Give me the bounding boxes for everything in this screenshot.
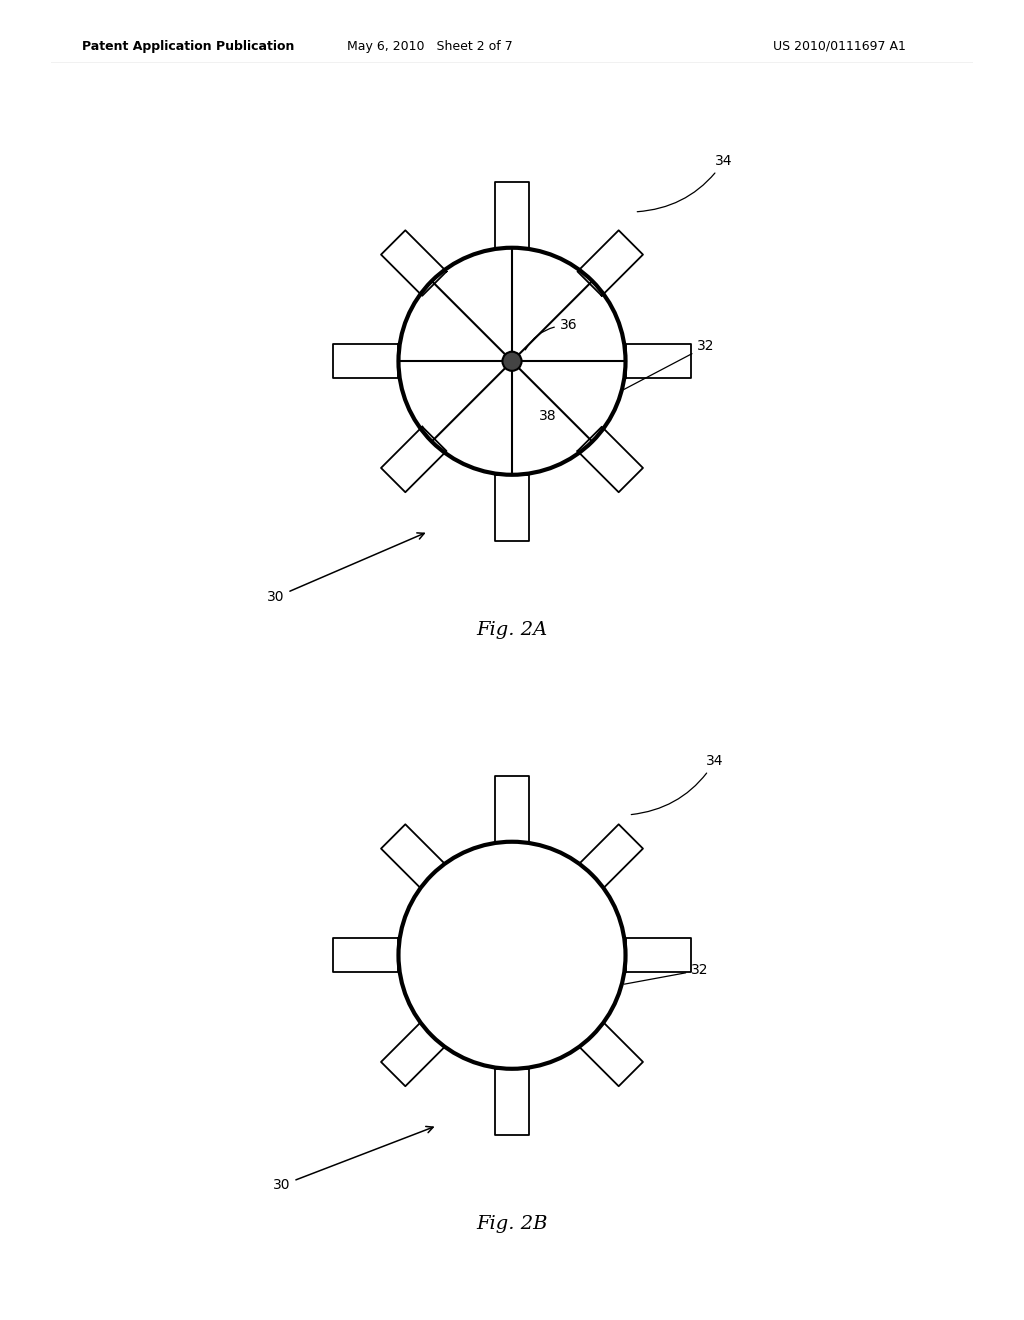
Polygon shape xyxy=(495,776,529,842)
Polygon shape xyxy=(381,1020,446,1086)
Circle shape xyxy=(398,842,626,1069)
Polygon shape xyxy=(578,824,643,890)
Text: US 2010/0111697 A1: US 2010/0111697 A1 xyxy=(773,40,906,53)
Polygon shape xyxy=(381,426,446,492)
Polygon shape xyxy=(333,345,398,379)
Circle shape xyxy=(503,351,521,371)
Text: 34: 34 xyxy=(637,154,732,211)
Polygon shape xyxy=(578,230,643,296)
Text: 38: 38 xyxy=(539,409,556,424)
Polygon shape xyxy=(578,1020,643,1086)
Polygon shape xyxy=(495,475,529,540)
Polygon shape xyxy=(626,345,691,379)
Text: Patent Application Publication: Patent Application Publication xyxy=(82,40,294,53)
Polygon shape xyxy=(626,939,691,973)
Polygon shape xyxy=(578,426,643,492)
Text: Fig. 2A: Fig. 2A xyxy=(476,622,548,639)
Text: 36: 36 xyxy=(525,318,578,350)
Polygon shape xyxy=(495,182,529,248)
Text: Fig. 2B: Fig. 2B xyxy=(476,1216,548,1233)
Text: 30: 30 xyxy=(267,533,424,605)
Polygon shape xyxy=(495,1069,529,1134)
Text: 32: 32 xyxy=(624,339,715,389)
Polygon shape xyxy=(333,939,398,973)
Text: 34: 34 xyxy=(631,754,724,814)
Polygon shape xyxy=(381,824,446,890)
Text: 30: 30 xyxy=(273,1126,433,1192)
Text: May 6, 2010   Sheet 2 of 7: May 6, 2010 Sheet 2 of 7 xyxy=(347,40,513,53)
Polygon shape xyxy=(381,230,446,296)
Text: 32: 32 xyxy=(625,964,709,985)
